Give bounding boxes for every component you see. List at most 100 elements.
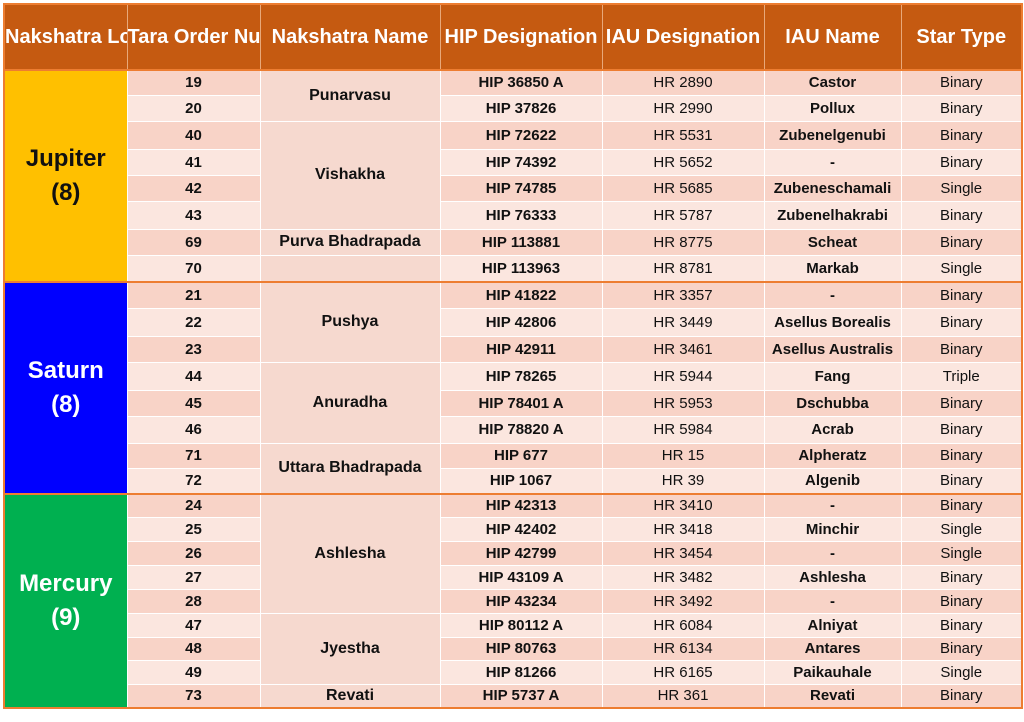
lord-name: Saturn [27, 357, 104, 384]
iau-name-cell: Ashlesha [763, 564, 902, 590]
hip-designation-cell: HIP 74392 [439, 148, 603, 176]
table-row: 22 HIP 42806 HR 3449 Asellus Borealis Binary [4, 307, 1023, 337]
star-type-cell: Binary [900, 467, 1023, 495]
star-type-cell: Single [900, 659, 1023, 685]
iau-name-cell: Revati [763, 683, 902, 709]
header-nakshatra-lord: Nakshatra Lord [3, 3, 128, 71]
iau-name-cell: - [763, 493, 902, 518]
table-row: 25 HIP 42402 HR 3418 Minchir Single [4, 516, 1023, 542]
table-row: 69 Purva Bhadrapada HIP 113881 HR 8775 Schea… [4, 228, 1023, 256]
hip-designation-cell: HIP 43234 [439, 588, 603, 614]
table-row: 44 Anuradha HIP 78265 HR 5944 Fang Triple [4, 361, 1023, 444]
iau-designation-cell: HR 6134 [601, 636, 765, 661]
table-row: 20 HIP 37826 HR 2990 Pollux Binary [4, 94, 1023, 122]
tara-order-cell: 71 [126, 442, 261, 469]
header-nakshatra-name: Nakshatra Name [259, 3, 441, 71]
hip-designation-cell: HIP 5737 A [439, 683, 603, 709]
star-type-cell: Binary [900, 493, 1023, 518]
iau-name-cell: Pollux [763, 94, 902, 122]
hip-designation-cell: HIP 42911 [439, 335, 603, 363]
nakshatra-name-cell: Revati [259, 683, 441, 709]
header-hip-designation: HIP Designation [439, 3, 603, 71]
header-iau-designation: IAU Designation [601, 3, 765, 71]
iau-designation-cell: HR 3449 [601, 307, 765, 337]
lord-count: (8) [51, 179, 81, 206]
star-type-cell: Binary [900, 281, 1023, 309]
star-type-cell: Binary [900, 683, 1023, 709]
star-type-cell: Binary [900, 307, 1023, 337]
tara-order-cell: 26 [126, 540, 261, 566]
iau-name-cell: Alpheratz [763, 442, 902, 469]
table-row: Mercury (9) 24 Ashlesha HIP 42313 HR 3410- Bin… [3, 493, 1023, 709]
star-type-cell: Single [900, 174, 1023, 202]
star-type-cell: Binary [900, 228, 1023, 256]
iau-designation-cell: HR 5531 [601, 120, 765, 150]
star-type-cell: Binary [900, 69, 1023, 96]
iau-designation-cell: HR 3492 [601, 588, 765, 614]
nakshatra-star-table: Nakshatra Lord Tara Order Number Nakshat… [3, 3, 1023, 709]
nakshatra-name-cell: Pushya [259, 281, 441, 363]
hip-designation-cell: HIP 78265 [439, 361, 603, 391]
iau-designation-cell: HR 3410 [601, 493, 765, 518]
hip-designation-cell: HIP 41822 [439, 281, 603, 309]
iau-designation-cell: HR 3461 [601, 335, 765, 363]
hip-designation-cell: HIP 78401 A [439, 389, 603, 417]
iau-name-cell: Zubenelgenubi [763, 120, 902, 150]
hip-designation-cell: HIP 677 [439, 442, 603, 469]
iau-name-cell: Asellus Australis [763, 335, 902, 363]
table-row: 45 HIP 78401 A HR 5953 Dschubba Binary [4, 389, 1023, 417]
header-row: Nakshatra Lord Tara Order Number Nakshat… [3, 3, 1023, 71]
hip-designation-cell: HIP 37826 [439, 94, 603, 122]
tara-order-cell: 19 [126, 69, 261, 96]
nakshatra-name-cell: Vishakha [259, 120, 441, 230]
tara-order-cell: 27 [126, 564, 261, 590]
iau-designation-cell: HR 5953 [601, 389, 765, 417]
star-type-cell: Binary [900, 335, 1023, 363]
hip-designation-cell: HIP 42402 [439, 516, 603, 542]
iau-name-cell: Algenib [763, 467, 902, 495]
star-type-cell: Single [900, 540, 1023, 566]
nakshatra-name-cell: Purva Bhadrapada [259, 228, 441, 256]
iau-designation-cell: HR 5652 [601, 148, 765, 176]
tara-order-cell: 24 [126, 493, 261, 518]
iau-designation-cell: HR 5944 [601, 361, 765, 391]
star-type-cell: Binary [900, 389, 1023, 417]
hip-designation-cell: HIP 42806 [439, 307, 603, 337]
hip-designation-cell: HIP 113963 [439, 254, 603, 283]
table-row: 71 Uttara Bhadrapada HIP 677 HR 15 Alpheratz… [4, 442, 1023, 495]
iau-name-cell: Dschubba [763, 389, 902, 417]
hip-designation-cell: HIP 36850 A [439, 69, 603, 96]
iau-designation-cell: HR 6165 [601, 659, 765, 685]
iau-designation-cell: HR 3482 [601, 564, 765, 590]
star-type-cell: Binary [900, 636, 1023, 661]
table-row: 26 HIP 42799 HR 3454- Single [4, 540, 1023, 566]
tara-order-cell: 25 [126, 516, 261, 542]
iau-name-cell: Zubeneschamali [763, 174, 902, 202]
iau-name-cell: Antares [763, 636, 902, 661]
nakshatra-name-cell: Jyestha [259, 612, 441, 685]
hip-designation-cell: HIP 42799 [439, 540, 603, 566]
hip-designation-cell: HIP 43109 A [439, 564, 603, 590]
table-row: 40 Vishakha HIP 72622 HR 5531 Zubenelgenubi B… [4, 120, 1023, 230]
iau-name-cell: - [763, 148, 902, 176]
table-row: 43 HIP 76333 HR 5787 Zubenelhakrabi Binary [4, 200, 1023, 230]
iau-name-cell: Acrab [763, 415, 902, 444]
iau-designation-cell: HR 5984 [601, 415, 765, 444]
iau-name-cell: Asellus Borealis [763, 307, 902, 337]
iau-designation-cell: HR 8781 [601, 254, 765, 283]
tara-order-cell: 40 [126, 120, 261, 150]
iau-designation-cell: HR 6084 [601, 612, 765, 638]
nakshatra-name-cell: Anuradha [259, 361, 441, 444]
iau-designation-cell: HR 3418 [601, 516, 765, 542]
iau-designation-cell: HR 2890 [601, 69, 765, 96]
iau-name-cell: Paikauhale [763, 659, 902, 685]
header-tara-order-number: Tara Order Number [126, 3, 261, 71]
table-body: Jupiter (8) 19 Punarvasu HIP 36850 A HR 2890 C… [3, 69, 1023, 709]
tara-order-cell: 69 [126, 228, 261, 256]
iau-name-cell: - [763, 588, 902, 614]
hip-designation-cell: HIP 78820 A [439, 415, 603, 444]
iau-designation-cell: HR 3454 [601, 540, 765, 566]
tara-order-cell: 21 [126, 281, 261, 309]
table-row: Saturn (8) 21 Pushya HIP 41822 HR 3357- Binary [3, 281, 1023, 495]
iau-name-cell: Scheat [763, 228, 902, 256]
